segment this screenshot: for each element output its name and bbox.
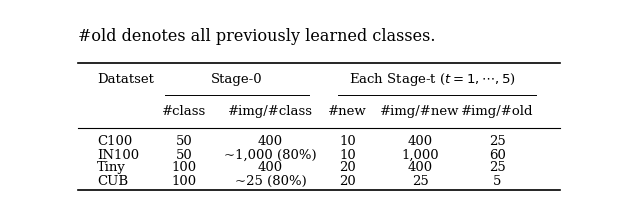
Text: #img/#old: #img/#old — [461, 105, 534, 118]
Text: 25: 25 — [489, 135, 506, 148]
Text: 400: 400 — [407, 161, 432, 174]
Text: #old denotes all previously learned classes.: #old denotes all previously learned clas… — [78, 28, 435, 45]
Text: #img/#class: #img/#class — [228, 105, 313, 118]
Text: 100: 100 — [171, 161, 197, 174]
Text: 20: 20 — [340, 161, 356, 174]
Text: C100: C100 — [97, 135, 132, 148]
Text: 25: 25 — [412, 175, 429, 188]
Text: ~25 (80%): ~25 (80%) — [234, 175, 307, 188]
Text: ~1,000 (80%): ~1,000 (80%) — [225, 149, 317, 162]
Text: 10: 10 — [340, 149, 356, 162]
Text: #new: #new — [328, 105, 367, 118]
Text: 400: 400 — [258, 135, 283, 148]
Text: CUB: CUB — [97, 175, 128, 188]
Text: #class: #class — [162, 105, 206, 118]
Text: Each Stage-t ($t = 1, \cdots, 5$): Each Stage-t ($t = 1, \cdots, 5$) — [349, 71, 516, 88]
Text: 400: 400 — [407, 135, 432, 148]
Text: 25: 25 — [489, 161, 506, 174]
Text: 5: 5 — [493, 175, 501, 188]
Text: #img/#new: #img/#new — [380, 105, 460, 118]
Text: Datatset: Datatset — [97, 73, 154, 86]
Text: Tiny: Tiny — [97, 161, 126, 174]
Text: 20: 20 — [340, 175, 356, 188]
Text: 50: 50 — [175, 149, 192, 162]
Text: IN100: IN100 — [97, 149, 139, 162]
Text: 60: 60 — [489, 149, 506, 162]
Text: 1,000: 1,000 — [401, 149, 439, 162]
Text: 100: 100 — [171, 175, 197, 188]
Text: Stage-0: Stage-0 — [211, 73, 262, 86]
Text: 400: 400 — [258, 161, 283, 174]
Text: 50: 50 — [175, 135, 192, 148]
Text: 10: 10 — [340, 135, 356, 148]
